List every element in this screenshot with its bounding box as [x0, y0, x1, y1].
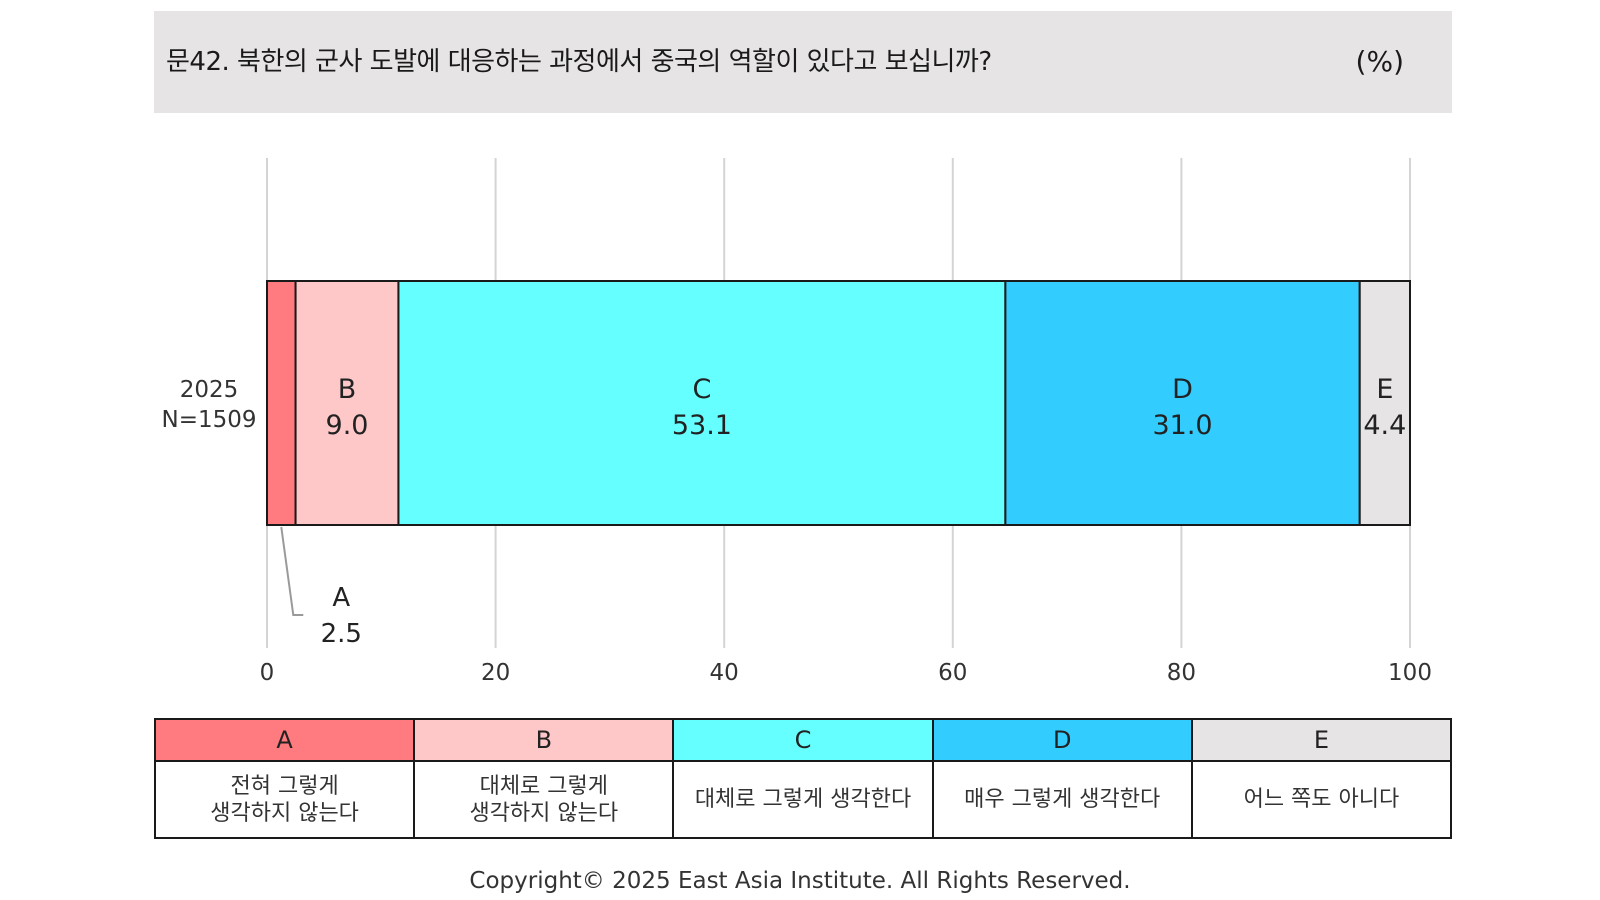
legend-col-e: E 어느 쪽도 아니다: [1190, 720, 1451, 837]
legend-col-a: A 전혀 그렇게 생각하지 않는다: [156, 720, 414, 837]
x-tick-label: 40: [710, 660, 739, 686]
callout-line: [280, 526, 304, 616]
legend-key-d: D: [933, 720, 1191, 762]
legend-key-c: C: [674, 720, 932, 762]
segment-key-label: B: [338, 374, 357, 405]
x-tick-label: 80: [1167, 660, 1196, 686]
data-label: 2.5: [321, 619, 362, 649]
chart-title-bar: 문42. 북한의 군사 도발에 대응하는 과정에서 중국의 역할이 있다고 보십…: [154, 11, 1452, 113]
legend-desc-d: 매우 그렇게 생각한다: [964, 787, 1161, 812]
bar-segment-a: [266, 280, 297, 526]
data-label: 31.0: [1152, 410, 1212, 441]
x-tick-label: 20: [481, 660, 510, 686]
legend-col-c: C 대체로 그렇게 생각한다: [672, 720, 932, 837]
category-label: 2025: [180, 377, 239, 403]
bar-segment-b: [294, 280, 400, 526]
bar-segment-e: [1358, 280, 1412, 526]
segment-key-label: E: [1376, 374, 1393, 405]
legend-table: A 전혀 그렇게 생각하지 않는다 B 대체로 그렇게 생각하지 않는다 C 대…: [154, 718, 1452, 839]
legend-col-d: D 매우 그렇게 생각한다: [931, 720, 1191, 837]
segment-key-label: C: [692, 374, 711, 405]
data-label: 53.1: [672, 410, 732, 441]
legend-desc-e: 어느 쪽도 아니다: [1243, 787, 1400, 812]
data-label: 4.4: [1363, 410, 1406, 441]
bar-segment-d: [1004, 280, 1361, 526]
legend-desc-b: 대체로 그렇게 생각하지 않는다: [469, 773, 619, 826]
legend-key-a: A: [156, 720, 414, 762]
segment-key-label: D: [1172, 374, 1193, 405]
category-sublabel: N=1509: [161, 407, 256, 433]
data-label: 9.0: [326, 410, 369, 441]
unit-label: (%): [1355, 45, 1404, 78]
x-tick-label: 0: [260, 660, 275, 686]
legend-key-b: B: [415, 720, 673, 762]
stacked-bar-chart: 0 20 40 60 80 100 2025 N=1509 A 2.5 B 9.0 C 53.1 D 31.0…: [161, 158, 1432, 686]
legend-key-e: E: [1192, 720, 1451, 762]
x-tick-label: 60: [938, 660, 967, 686]
x-tick-label: 100: [1388, 660, 1432, 686]
copyright-notice: Copyright© 2025 East Asia Institute. All…: [469, 868, 1131, 894]
legend-col-b: B 대체로 그렇게 생각하지 않는다: [413, 720, 673, 837]
chart-title: 문42. 북한의 군사 도발에 대응하는 과정에서 중국의 역할이 있다고 보십…: [166, 47, 992, 77]
legend-desc-c: 대체로 그렇게 생각한다: [694, 787, 912, 812]
legend-desc-a: 전혀 그렇게 생각하지 않는다: [210, 773, 359, 826]
segment-key-label: A: [332, 583, 350, 613]
